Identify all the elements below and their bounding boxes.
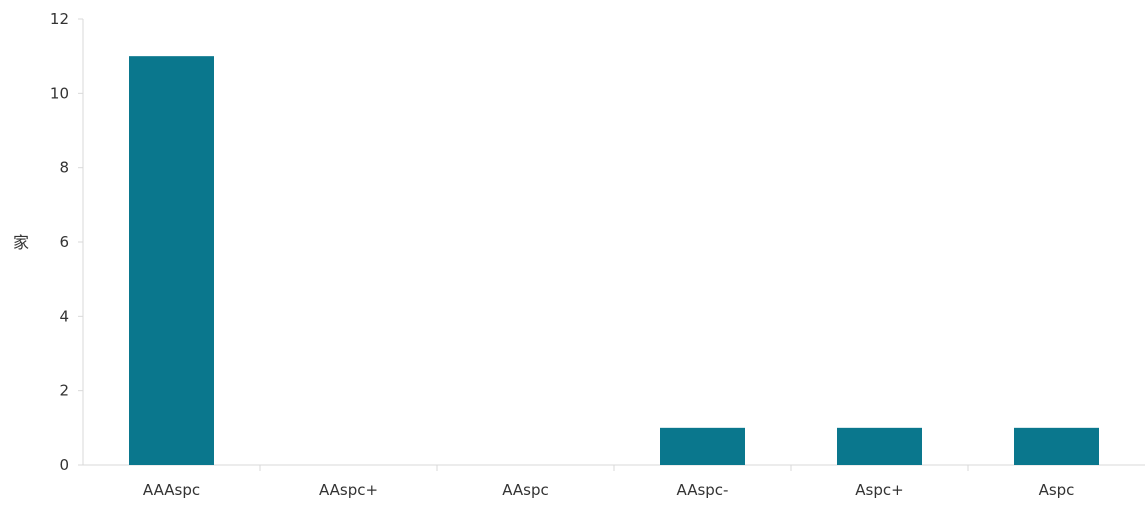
x-category-label: AAAspc bbox=[143, 481, 200, 499]
y-tick-label: 12 bbox=[50, 10, 69, 28]
bar-Aspc+ bbox=[837, 427, 922, 465]
y-tick-label: 10 bbox=[50, 84, 69, 102]
bar-Aspc bbox=[1014, 427, 1099, 465]
y-tick-label: 6 bbox=[59, 233, 69, 251]
x-category-label: Aspc+ bbox=[855, 481, 903, 499]
x-category-label: Aspc bbox=[1039, 481, 1075, 499]
y-axis: 0 2 4 6 8 10 12 bbox=[50, 10, 84, 474]
bar-AAAspc bbox=[129, 56, 214, 466]
y-tick-label: 0 bbox=[59, 456, 69, 474]
x-category-label: AAspc+ bbox=[319, 481, 378, 499]
bar-AAspc- bbox=[660, 427, 745, 465]
x-category-label: AAspc- bbox=[677, 481, 729, 499]
y-tick-label: 8 bbox=[59, 159, 69, 177]
x-category-label: AAspc bbox=[502, 481, 549, 499]
y-tick-label: 2 bbox=[59, 382, 69, 400]
y-tick-label: 4 bbox=[59, 307, 69, 325]
y-axis-title: 家 bbox=[13, 233, 29, 252]
x-axis: AAAspc AAspc+ AAspc AAspc- Aspc+ Aspc bbox=[83, 464, 1145, 499]
bars bbox=[129, 56, 1099, 466]
